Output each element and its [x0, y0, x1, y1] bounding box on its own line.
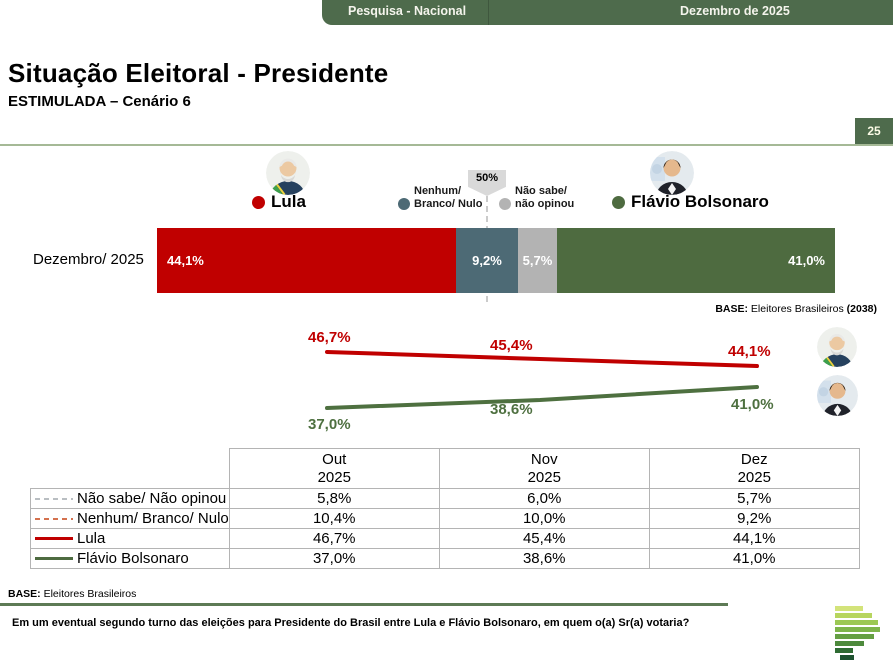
nenhum-series-marker-icon: [35, 517, 73, 520]
footer-base-note: BASE: Eleitores Brasileiros: [8, 588, 136, 600]
cell-lula-out: 46,7%: [228, 528, 440, 549]
bar-row-label: Dezembro/ 2025: [33, 251, 144, 268]
bar-segment-lula: 44,1%: [157, 228, 456, 293]
row-label-nenhum: Nenhum/ Branco/ Nulo: [30, 508, 230, 529]
table-header-out: Out 2025: [228, 448, 440, 489]
bar-segment-lula-value: 44,1%: [167, 253, 204, 268]
cell-nao-sabe-dez: 5,7%: [648, 488, 860, 509]
nao-sabe-series-marker-icon: [35, 497, 73, 500]
cell-nenhum-nov: 10,0%: [438, 508, 650, 529]
nenhum-legend-label: Nenhum/ Branco/ Nulo: [414, 185, 482, 211]
institute-logo-icon: [835, 606, 880, 660]
cell-lula-nov: 45,4%: [438, 528, 650, 549]
flavio-trend-line: [325, 385, 759, 410]
footer-divider-line: [0, 603, 728, 606]
row-label-text: Nenhum/ Branco/ Nulo: [77, 510, 229, 527]
page-number-badge: 25: [855, 118, 893, 144]
bar-segment-flavio: 41,0%: [557, 228, 835, 293]
bar-segment-nao-sabe-value: 5,7%: [522, 253, 553, 268]
table-row: Não sabe/ Não opinou 5,8% 6,0% 5,7%: [30, 488, 860, 509]
nao-sabe-legend-line2: não opinou: [515, 198, 575, 210]
table-header-dez: Dez 2025: [648, 448, 860, 489]
stacked-bar: 44,1% 9,2% 5,7% 41,0%: [157, 228, 835, 293]
page-subtitle: ESTIMULADA – Cenário 6: [8, 93, 191, 110]
banner-survey-scope: Pesquisa - Nacional: [348, 4, 467, 18]
table-header-nov: Nov 2025: [438, 448, 650, 489]
nao-sabe-legend-dot-icon: [499, 198, 511, 210]
cell-flavio-out: 37,0%: [228, 548, 440, 569]
lula-trend-line: [325, 350, 759, 368]
footer-base-text: Eleitores Brasileiros: [40, 588, 137, 600]
table-row: Flávio Bolsonaro 37,0% 38,6% 41,0%: [30, 548, 860, 569]
trend-line-chart: [325, 350, 759, 410]
top-banner: Pesquisa - Nacional Dezembro de 2025: [322, 0, 893, 25]
lula-trend-out-label: 46,7%: [308, 329, 351, 346]
bar-segment-flavio-value: 41,0%: [788, 253, 825, 268]
lula-series-marker-icon: [35, 537, 73, 540]
lula-trend-avatar: [817, 327, 857, 367]
bar-segment-nenhum: 9,2%: [456, 228, 518, 293]
cell-lula-dez: 44,1%: [648, 528, 860, 549]
col-dez-month: Dez: [740, 450, 768, 468]
footer-base-prefix: BASE:: [8, 588, 41, 600]
table-header-row: Out 2025 Nov 2025 Dez 2025: [31, 448, 860, 489]
flavio-series-marker-icon: [35, 557, 73, 560]
nenhum-legend-line2: Branco/ Nulo: [414, 198, 483, 210]
lula-trend-dez-label: 44,1%: [728, 343, 771, 360]
row-label-text: Não sabe/ Não opinou: [77, 490, 227, 507]
row-label-flavio: Flávio Bolsonaro: [30, 548, 230, 569]
top-divider-line: [0, 144, 893, 146]
cell-nenhum-dez: 9,2%: [648, 508, 860, 529]
row-label-text: Lula: [77, 530, 106, 547]
flavio-portrait-small-icon: [817, 375, 858, 416]
cell-nao-sabe-nov: 6,0%: [438, 488, 650, 509]
flavio-portrait-icon: [650, 151, 694, 195]
cell-flavio-dez: 41,0%: [648, 548, 860, 569]
page-title: Situação Eleitoral - Presidente: [8, 58, 389, 88]
cell-nenhum-out: 10,4%: [228, 508, 440, 529]
lula-legend-dot-icon: [252, 196, 265, 209]
table-header-blank: [31, 449, 230, 489]
flavio-bolsonaro-avatar: [650, 151, 694, 195]
flavio-legend-label: Flávio Bolsonaro: [631, 192, 769, 211]
col-dez-year: 2025: [737, 468, 771, 486]
col-out-year: 2025: [317, 468, 351, 486]
lula-avatar: [266, 151, 310, 195]
cell-flavio-nov: 38,6%: [438, 548, 650, 569]
col-out-month: Out: [322, 450, 347, 468]
flavio-trend-dez-label: 41,0%: [731, 396, 774, 413]
col-nov-year: 2025: [527, 468, 561, 486]
lula-portrait-small-icon: [817, 327, 857, 367]
bar-base-n: (2038): [846, 303, 877, 315]
row-label-text: Flávio Bolsonaro: [77, 550, 189, 567]
banner-date: Dezembro de 2025: [680, 4, 790, 18]
bar-segment-nenhum-value: 9,2%: [472, 253, 502, 268]
bar-segment-nao-sabe: 5,7%: [518, 228, 557, 293]
bar-base-note: BASE: Eleitores Brasileiros (2038): [715, 303, 877, 315]
survey-question: Em um eventual segundo turno das eleiçõe…: [12, 617, 690, 629]
flavio-legend-dot-icon: [612, 196, 625, 209]
table-row: Nenhum/ Branco/ Nulo 10,4% 10,0% 9,2%: [30, 508, 860, 529]
lula-legend-label: Lula: [271, 192, 306, 211]
flavio-trend-avatar: [817, 375, 858, 416]
bar-base-text: Eleitores Brasileiros: [748, 303, 847, 315]
lula-portrait-icon: [266, 151, 310, 195]
cell-nao-sabe-out: 5,8%: [228, 488, 440, 509]
nao-sabe-legend-label: Não sabe/ não opinou: [515, 185, 574, 211]
results-table: Out 2025 Nov 2025 Dez 2025 Não sabe/ Não op…: [30, 448, 860, 569]
lula-trend-nov-label: 45,4%: [490, 337, 533, 354]
col-nov-month: Nov: [530, 450, 558, 468]
banner-divider: [488, 0, 489, 25]
row-label-nao-sabe: Não sabe/ Não opinou: [30, 488, 230, 509]
nenhum-legend-dot-icon: [398, 198, 410, 210]
nao-sabe-legend-line1: Não sabe/: [515, 185, 567, 197]
bar-base-prefix: BASE:: [715, 303, 749, 315]
nenhum-legend-line1: Nenhum/: [414, 185, 462, 197]
flavio-trend-out-label: 37,0%: [308, 416, 351, 433]
table-row: Lula 46,7% 45,4% 44,1%: [30, 528, 860, 549]
row-label-lula: Lula: [30, 528, 230, 549]
flavio-trend-nov-label: 38,6%: [490, 401, 533, 418]
